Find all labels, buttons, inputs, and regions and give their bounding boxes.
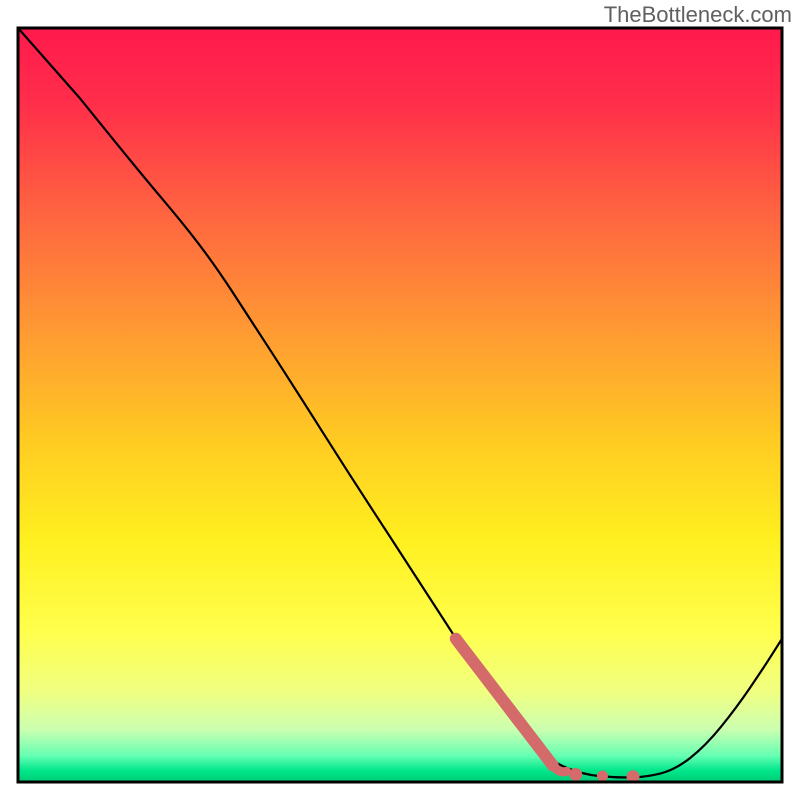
watermark-text: TheBottleneck.com	[604, 2, 792, 28]
chart-background	[18, 28, 782, 782]
highlight-dot	[569, 768, 582, 781]
chart-svg	[0, 0, 800, 800]
chart-container: TheBottleneck.com	[0, 0, 800, 800]
highlight-dot	[597, 770, 608, 781]
